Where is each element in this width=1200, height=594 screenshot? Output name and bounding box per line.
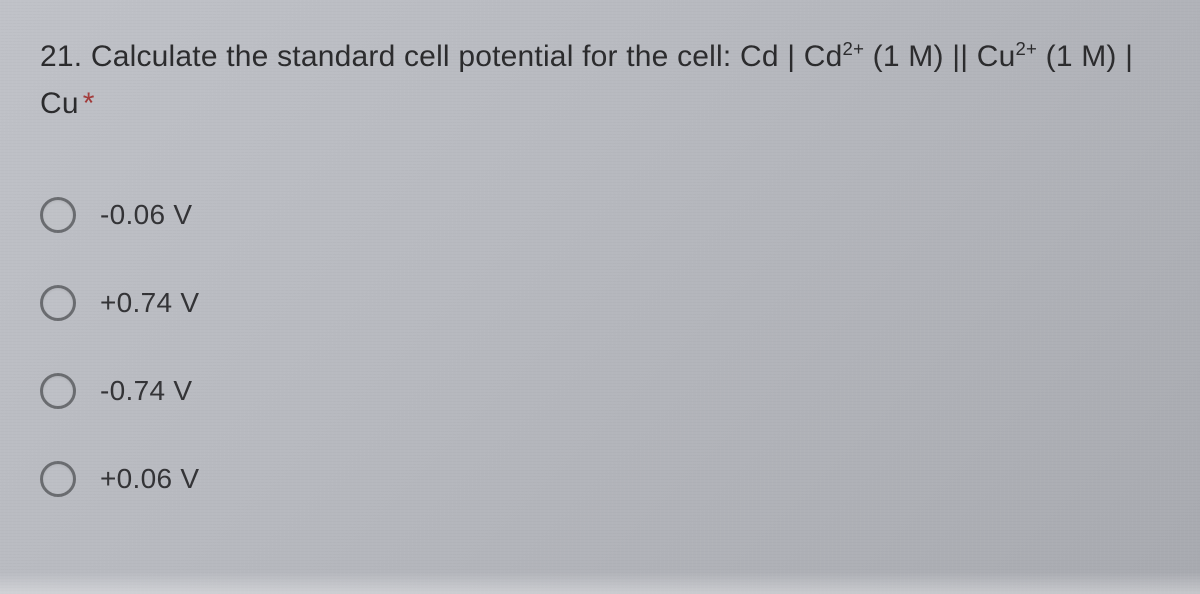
bottom-highlight (0, 572, 1200, 594)
option-1[interactable]: -0.06 V (40, 197, 1166, 233)
option-3[interactable]: -0.74 V (40, 373, 1166, 409)
option-4[interactable]: +0.06 V (40, 461, 1166, 497)
question-prompt-prefix: Calculate the standard cell potential fo… (91, 40, 740, 73)
question-number: 21. (40, 40, 82, 73)
radio-icon[interactable] (40, 373, 76, 409)
options-group: -0.06 V +0.74 V -0.74 V +0.06 V (40, 197, 1166, 497)
option-label: -0.74 V (100, 375, 192, 407)
option-label: -0.06 V (100, 199, 192, 231)
question-card: 21. Calculate the standard cell potentia… (0, 0, 1200, 497)
question-text: 21. Calculate the standard cell potentia… (40, 34, 1166, 127)
option-label: +0.74 V (100, 287, 199, 319)
radio-icon[interactable] (40, 461, 76, 497)
option-label: +0.06 V (100, 463, 199, 495)
required-asterisk: * (83, 87, 95, 120)
option-2[interactable]: +0.74 V (40, 285, 1166, 321)
radio-icon[interactable] (40, 285, 76, 321)
radio-icon[interactable] (40, 197, 76, 233)
